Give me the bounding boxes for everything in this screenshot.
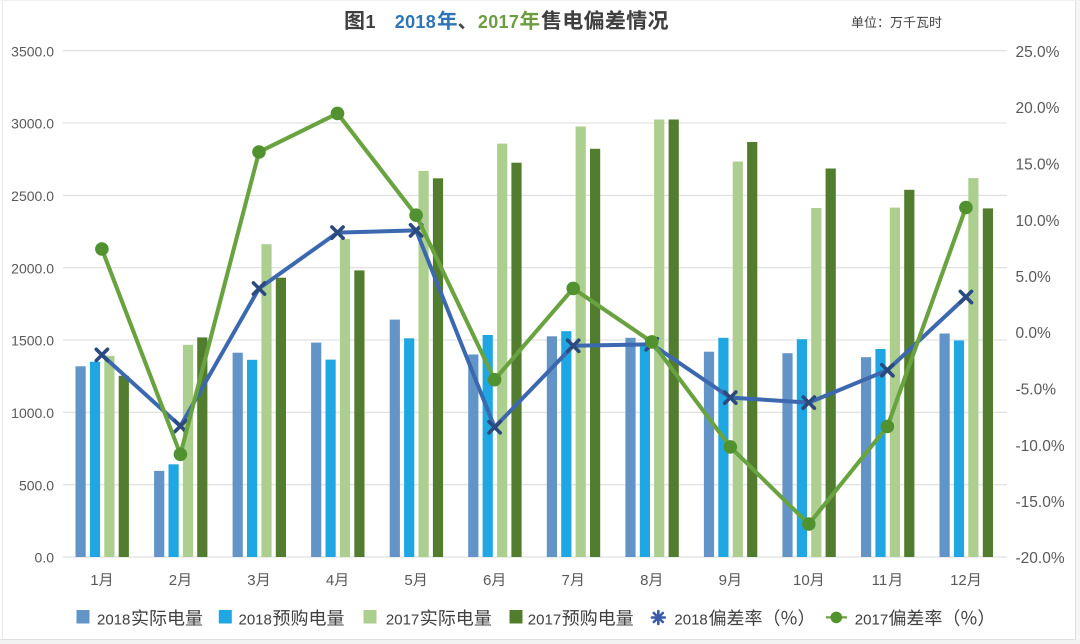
- svg-text:15.0%: 15.0%: [1016, 157, 1060, 174]
- svg-text:2018: 2018: [674, 612, 707, 629]
- svg-text:10: 10: [793, 572, 810, 589]
- svg-text:1000.0: 1000.0: [11, 405, 54, 421]
- svg-text:3000.0: 3000.0: [11, 116, 54, 132]
- svg-text:3500.0: 3500.0: [11, 43, 54, 59]
- svg-text:-15.0%: -15.0%: [1016, 494, 1065, 511]
- svg-text:20.0%: 20.0%: [1016, 100, 1060, 117]
- svg-text:2017: 2017: [528, 612, 561, 629]
- svg-text:25.0%: 25.0%: [1016, 44, 1060, 61]
- svg-text:1: 1: [90, 572, 98, 589]
- svg-text:3: 3: [247, 572, 255, 589]
- svg-text:2017: 2017: [855, 612, 888, 629]
- svg-text:2: 2: [169, 572, 177, 589]
- svg-text:10.0%: 10.0%: [1016, 213, 1060, 230]
- svg-text:11: 11: [872, 572, 888, 589]
- svg-text:2000.0: 2000.0: [11, 260, 54, 276]
- svg-text:-5.0%: -5.0%: [1016, 382, 1057, 399]
- svg-text:1: 1: [366, 12, 376, 32]
- svg-text:500.0: 500.0: [19, 477, 54, 493]
- svg-text:1500.0: 1500.0: [11, 333, 54, 349]
- svg-text:5: 5: [404, 572, 412, 589]
- svg-text:12: 12: [950, 572, 967, 589]
- svg-text:2017: 2017: [386, 612, 419, 629]
- svg-text:6: 6: [483, 572, 491, 589]
- svg-text:9: 9: [719, 572, 727, 589]
- svg-text:2500.0: 2500.0: [11, 188, 54, 204]
- svg-text:-20.0%: -20.0%: [1016, 550, 1065, 567]
- svg-text:2018: 2018: [395, 12, 436, 32]
- svg-text:2018: 2018: [239, 612, 272, 629]
- svg-text:0.0: 0.0: [35, 550, 55, 566]
- svg-text:5.0%: 5.0%: [1016, 269, 1052, 286]
- svg-text:-10.0%: -10.0%: [1016, 438, 1065, 455]
- svg-text:7: 7: [562, 572, 570, 589]
- svg-text:8: 8: [640, 572, 648, 589]
- svg-text:2018: 2018: [97, 612, 130, 629]
- svg-text:4: 4: [326, 572, 334, 589]
- svg-text:0.0%: 0.0%: [1016, 325, 1052, 342]
- svg-text:2017: 2017: [478, 12, 519, 32]
